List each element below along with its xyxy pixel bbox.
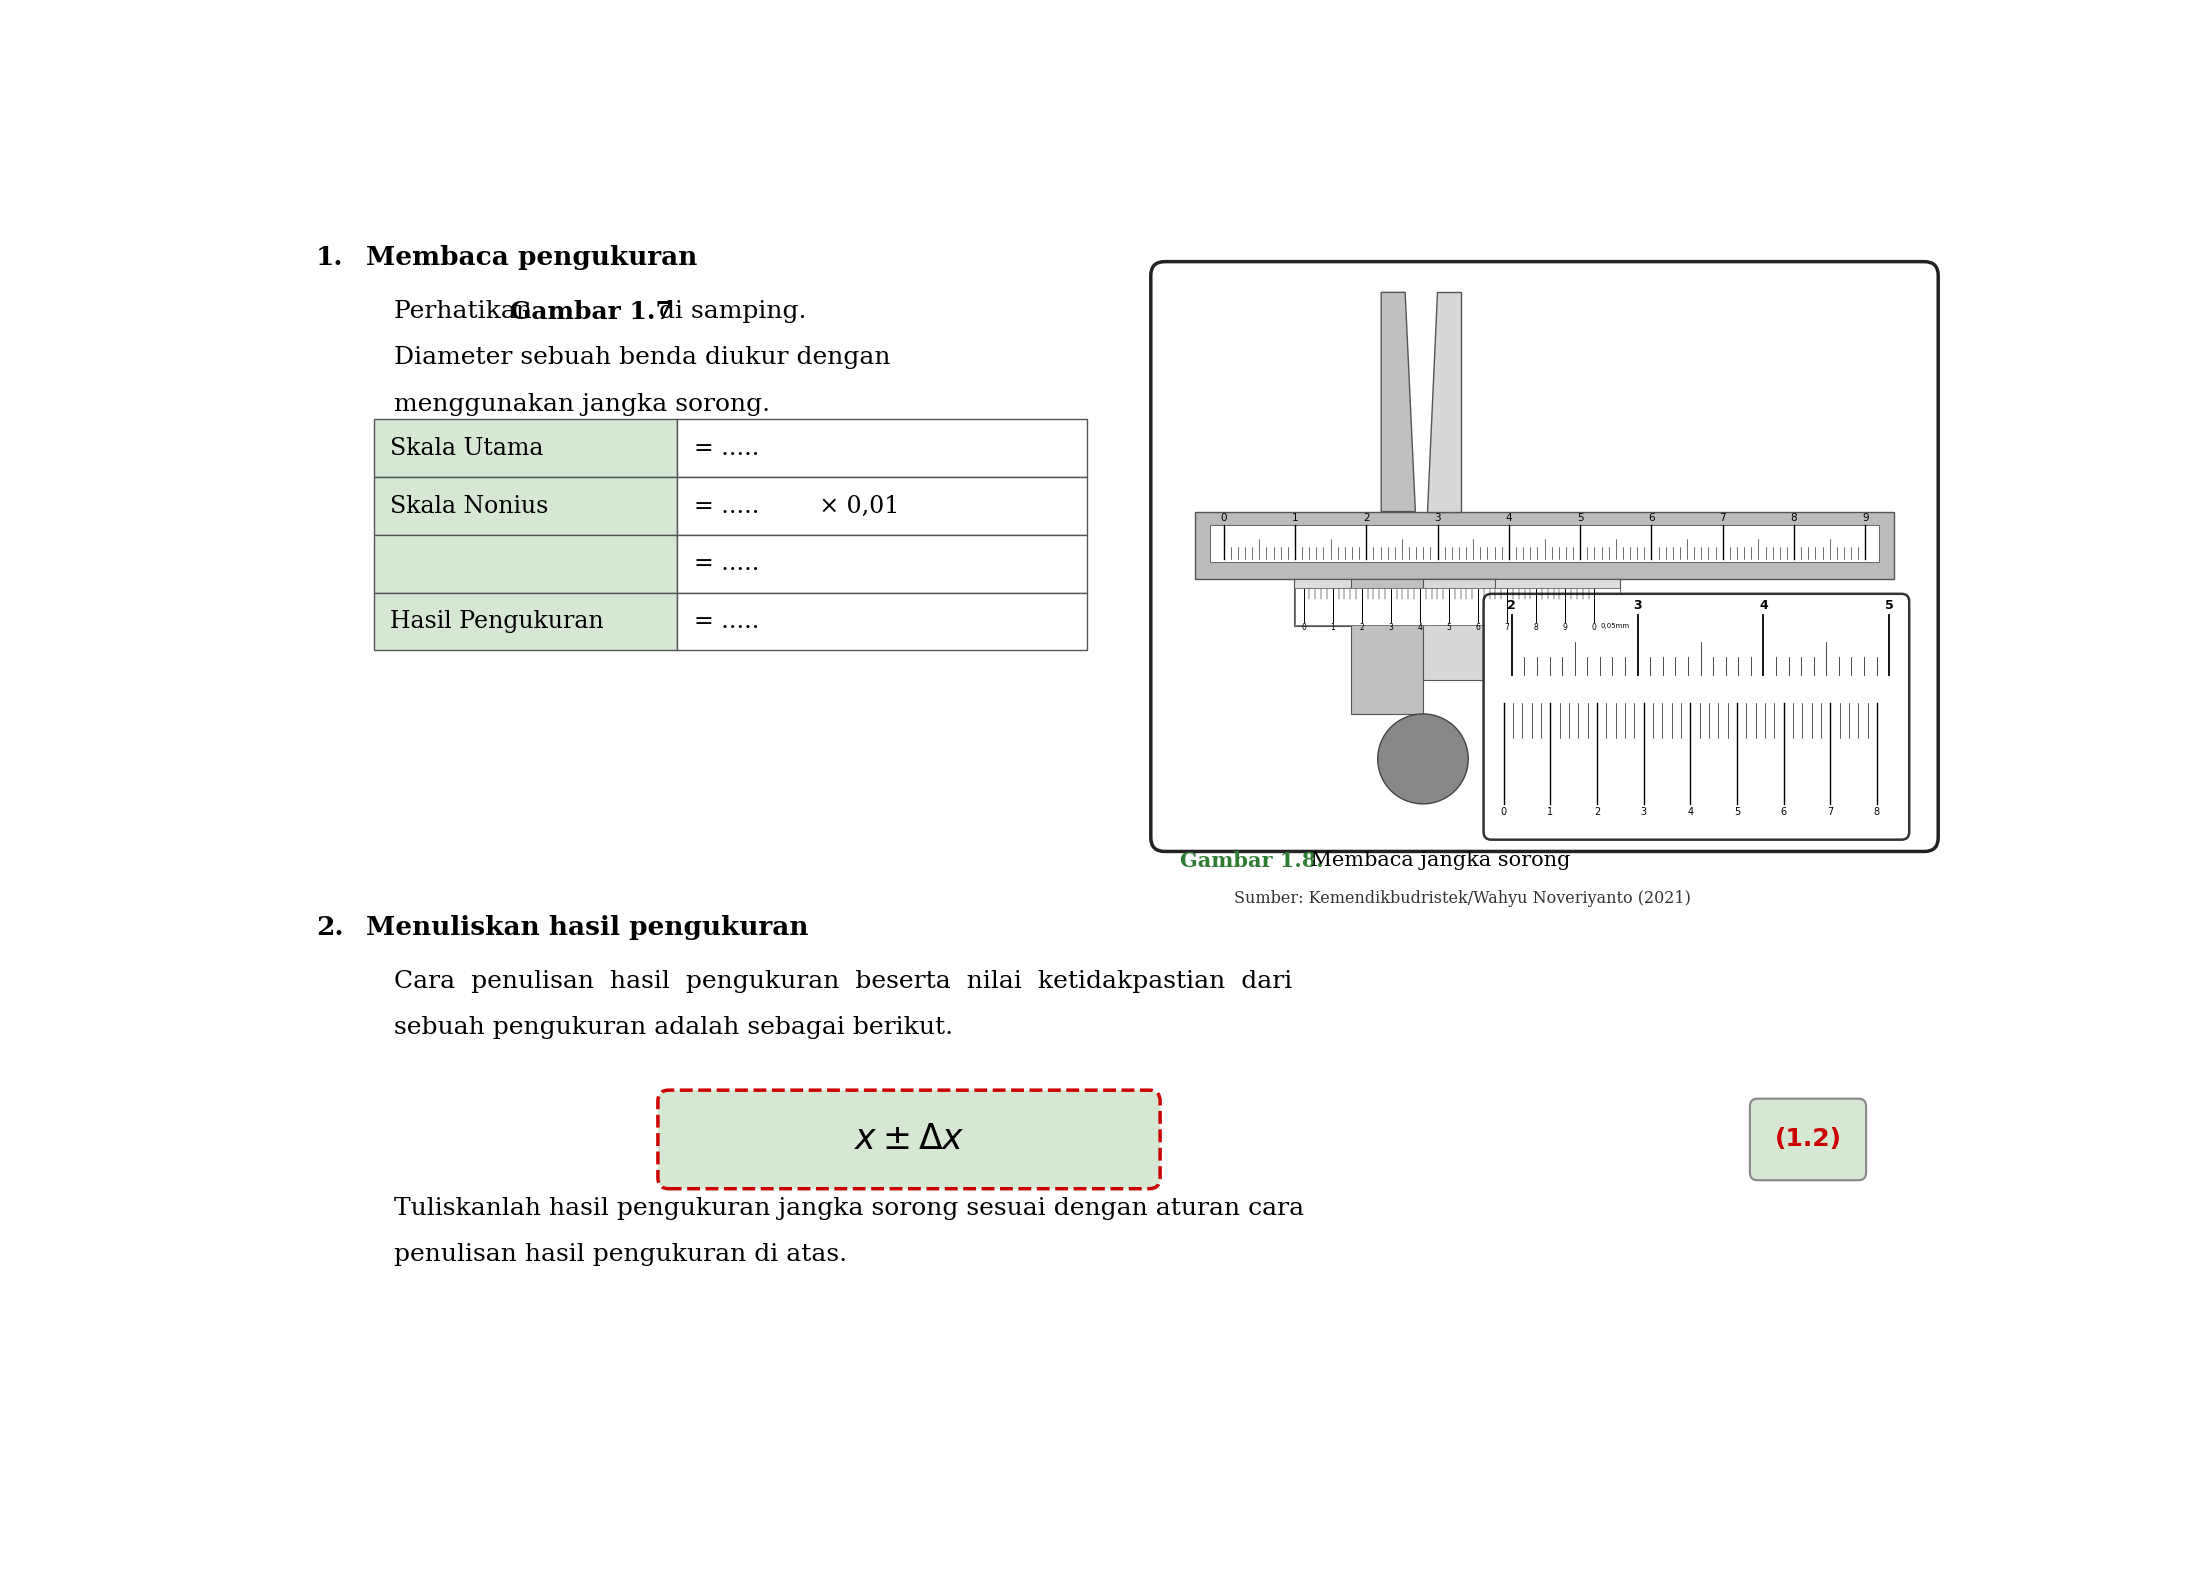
Text: Gambar 1.7: Gambar 1.7 bbox=[510, 301, 672, 324]
Text: penulisan hasil pengukuran di atas.: penulisan hasil pengukuran di atas. bbox=[394, 1243, 847, 1266]
Text: Cara  penulisan  hasil  pengukuran  beserta  nilai  ketidakpastian  dari: Cara penulisan hasil pengukuran beserta … bbox=[394, 970, 1291, 994]
Bar bbox=[1422, 579, 1494, 681]
Text: 2.: 2. bbox=[315, 914, 344, 940]
Text: 7: 7 bbox=[1505, 623, 1510, 633]
Text: 0: 0 bbox=[1501, 806, 1508, 817]
Text: = .....: = ..... bbox=[694, 611, 759, 633]
FancyBboxPatch shape bbox=[1151, 262, 1939, 852]
Text: 0: 0 bbox=[1221, 512, 1227, 523]
Text: 6: 6 bbox=[1648, 512, 1654, 523]
Text: 6: 6 bbox=[1475, 623, 1481, 633]
Text: 1: 1 bbox=[1330, 623, 1335, 633]
Text: (1.2): (1.2) bbox=[1774, 1127, 1842, 1151]
Text: 8: 8 bbox=[1873, 806, 1879, 817]
Text: sebuah pengukuran adalah sebagai berikut.: sebuah pengukuran adalah sebagai berikut… bbox=[394, 1016, 952, 1040]
Text: 3: 3 bbox=[1632, 599, 1641, 612]
Text: 8: 8 bbox=[1790, 512, 1796, 523]
Text: 4: 4 bbox=[1505, 512, 1512, 523]
Text: 0,05mm: 0,05mm bbox=[1602, 623, 1630, 630]
Text: Skala Utama: Skala Utama bbox=[389, 437, 543, 460]
Text: Gambar 1.8.: Gambar 1.8. bbox=[1179, 852, 1324, 871]
Text: di samping.: di samping. bbox=[650, 301, 807, 323]
Bar bbox=[374, 534, 676, 593]
Text: 9: 9 bbox=[1562, 623, 1567, 633]
Text: 8: 8 bbox=[1534, 623, 1538, 633]
FancyBboxPatch shape bbox=[659, 1091, 1160, 1189]
Text: 1: 1 bbox=[1547, 806, 1553, 817]
Text: 9: 9 bbox=[1862, 512, 1869, 523]
Text: 7: 7 bbox=[1720, 512, 1726, 523]
Text: Hasil Pengukuran: Hasil Pengukuran bbox=[389, 611, 604, 633]
Text: 2: 2 bbox=[1359, 623, 1363, 633]
Text: 2: 2 bbox=[1508, 599, 1516, 612]
Text: 4: 4 bbox=[1759, 599, 1768, 612]
Text: 0: 0 bbox=[1593, 623, 1597, 633]
Text: Perhatikan: Perhatikan bbox=[394, 301, 540, 323]
Text: 7: 7 bbox=[1827, 806, 1834, 817]
Text: 1: 1 bbox=[1291, 512, 1297, 523]
Text: Sumber: Kemendikbudristek/Wahyu Noveriyanto (2021): Sumber: Kemendikbudristek/Wahyu Noveriya… bbox=[1234, 890, 1691, 906]
Bar bbox=[676, 534, 1087, 593]
Bar bbox=[676, 477, 1087, 534]
Text: 1.: 1. bbox=[315, 245, 344, 270]
Text: Tuliskanlah hasil pengukuran jangka sorong sesuai dengan aturan cara: Tuliskanlah hasil pengukuran jangka soro… bbox=[394, 1197, 1304, 1220]
Text: Skala Nonius: Skala Nonius bbox=[389, 494, 549, 518]
Text: = .....: = ..... bbox=[694, 437, 759, 460]
Text: 3: 3 bbox=[1389, 623, 1394, 633]
Text: 4: 4 bbox=[1687, 806, 1694, 817]
Polygon shape bbox=[1381, 293, 1416, 512]
FancyBboxPatch shape bbox=[1483, 593, 1910, 840]
Text: 5: 5 bbox=[1578, 512, 1584, 523]
Text: = .....: = ..... bbox=[694, 552, 759, 576]
Text: 5: 5 bbox=[1446, 623, 1451, 633]
Polygon shape bbox=[1427, 293, 1462, 512]
Bar bbox=[1195, 512, 1895, 579]
Text: 2: 2 bbox=[1593, 806, 1599, 817]
Text: Menuliskan hasil pengukuran: Menuliskan hasil pengukuran bbox=[368, 914, 810, 940]
Bar bbox=[374, 593, 676, 650]
Text: 6: 6 bbox=[1781, 806, 1788, 817]
Text: Membaca jangka sorong: Membaca jangka sorong bbox=[1304, 852, 1571, 870]
Text: 4: 4 bbox=[1418, 623, 1422, 633]
Bar bbox=[1210, 525, 1879, 563]
Text: Membaca pengukuran: Membaca pengukuran bbox=[368, 245, 698, 270]
Text: 2: 2 bbox=[1363, 512, 1370, 523]
Bar bbox=[374, 420, 676, 477]
Text: = .....        × 0,01: = ..... × 0,01 bbox=[694, 494, 899, 518]
Text: 0: 0 bbox=[1302, 623, 1306, 633]
Circle shape bbox=[1378, 714, 1468, 805]
Text: 5: 5 bbox=[1733, 806, 1739, 817]
Text: Diameter sebuah benda diukur dengan: Diameter sebuah benda diukur dengan bbox=[394, 347, 891, 369]
Text: menggunakan jangka sorong.: menggunakan jangka sorong. bbox=[394, 393, 770, 415]
FancyBboxPatch shape bbox=[1750, 1099, 1866, 1180]
Bar bbox=[1293, 579, 1621, 626]
Bar bbox=[676, 420, 1087, 477]
Text: 3: 3 bbox=[1641, 806, 1648, 817]
Bar bbox=[1350, 579, 1422, 714]
Text: 5: 5 bbox=[1884, 599, 1893, 612]
Bar bbox=[676, 593, 1087, 650]
Bar bbox=[374, 477, 676, 534]
Bar bbox=[1295, 588, 1619, 625]
Text: $x \pm \Delta x$: $x \pm \Delta x$ bbox=[853, 1123, 965, 1156]
Text: 3: 3 bbox=[1435, 512, 1442, 523]
